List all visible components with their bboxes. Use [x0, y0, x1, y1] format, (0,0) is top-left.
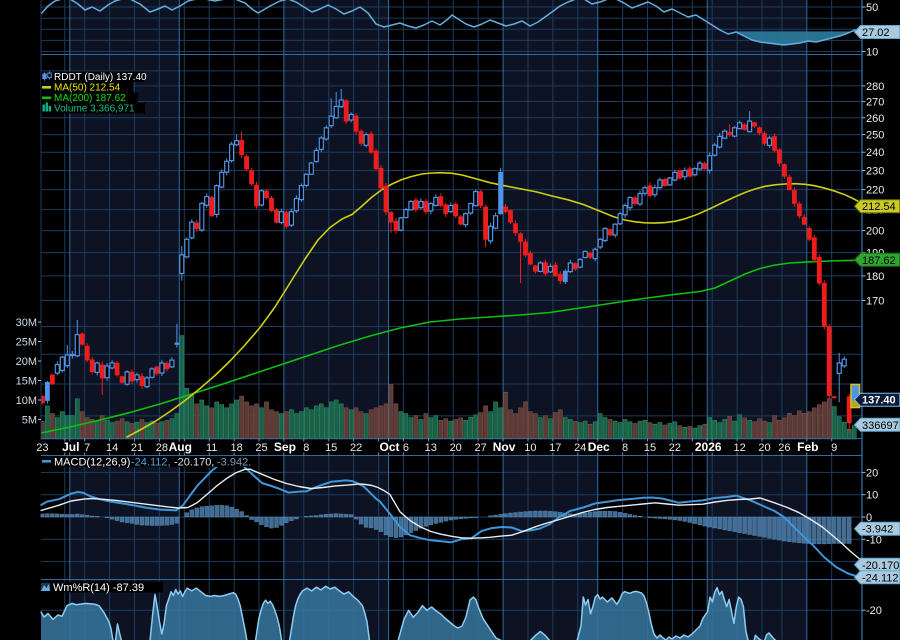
svg-text:25: 25	[255, 442, 267, 454]
svg-text:27: 27	[474, 442, 486, 454]
svg-text:22: 22	[669, 442, 681, 454]
svg-text:2026: 2026	[695, 440, 722, 454]
svg-text:-20: -20	[866, 605, 882, 617]
svg-text:220: 220	[866, 185, 884, 197]
svg-text:30M: 30M	[16, 317, 37, 329]
svg-text:-20.170: -20.170	[862, 560, 899, 572]
svg-text:10: 10	[524, 442, 536, 454]
svg-text:6: 6	[403, 442, 409, 454]
svg-text:27.02: 27.02	[862, 27, 890, 39]
svg-text:250: 250	[866, 130, 884, 142]
svg-text:Volume 3,366,971: Volume 3,366,971	[54, 103, 135, 114]
svg-text:187.62: 187.62	[862, 255, 896, 267]
svg-text:11: 11	[206, 442, 217, 454]
svg-text:MA(50) 212.54: MA(50) 212.54	[54, 83, 121, 94]
svg-text:21: 21	[131, 442, 143, 454]
svg-text:7: 7	[84, 442, 90, 454]
svg-text:170: 170	[866, 296, 884, 308]
svg-text:-3.942.: -3.942.	[217, 457, 251, 469]
svg-text:14: 14	[106, 442, 118, 454]
svg-text:50: 50	[866, 2, 878, 14]
svg-text:336697: 336697	[862, 420, 899, 432]
svg-text:270: 270	[866, 97, 884, 109]
svg-text:Jul: Jul	[62, 440, 79, 454]
svg-text:8: 8	[622, 442, 628, 454]
svg-text:Wm%R(14) -87.39: Wm%R(14) -87.39	[53, 582, 144, 594]
svg-text:24: 24	[574, 442, 586, 454]
svg-text:15: 15	[644, 442, 656, 454]
svg-text:260: 260	[866, 113, 884, 125]
svg-text:MACD(12,26,9): MACD(12,26,9)	[54, 457, 130, 469]
svg-text:280: 280	[866, 81, 884, 93]
svg-text:-10: -10	[866, 534, 882, 546]
svg-text:230: 230	[866, 166, 884, 178]
svg-text:Nov: Nov	[493, 440, 516, 454]
svg-text:-20.170,: -20.170,	[174, 457, 214, 469]
svg-text:15: 15	[325, 442, 337, 454]
svg-text:200: 200	[866, 226, 884, 238]
svg-text:20: 20	[450, 442, 462, 454]
svg-text:Oct: Oct	[379, 440, 399, 454]
svg-text:20M: 20M	[16, 356, 37, 368]
svg-text:15M: 15M	[16, 376, 37, 388]
svg-text:20: 20	[866, 467, 878, 479]
svg-text:17: 17	[549, 442, 561, 454]
svg-text:Feb: Feb	[797, 440, 818, 454]
svg-text:10M: 10M	[16, 395, 37, 407]
svg-text:8: 8	[303, 442, 309, 454]
svg-text:22: 22	[350, 442, 362, 454]
svg-text:5M: 5M	[22, 415, 37, 427]
svg-text:23: 23	[36, 442, 48, 454]
svg-text:26: 26	[778, 442, 790, 454]
svg-text:-3.942: -3.942	[862, 524, 893, 536]
svg-text:12: 12	[733, 442, 745, 454]
svg-text:-24.112: -24.112	[862, 572, 899, 584]
svg-text:18: 18	[230, 442, 242, 454]
svg-text:9: 9	[831, 442, 837, 454]
svg-text:240: 240	[866, 147, 884, 159]
svg-text:137.40: 137.40	[862, 395, 896, 407]
svg-text:25M: 25M	[16, 337, 37, 349]
svg-text:RDDT (Daily) 137.40: RDDT (Daily) 137.40	[54, 72, 147, 83]
svg-text:13: 13	[425, 442, 437, 454]
svg-text:28: 28	[156, 442, 168, 454]
svg-text:-24.112,: -24.112,	[131, 457, 171, 469]
svg-text:MA(200) 187.62: MA(200) 187.62	[54, 93, 126, 104]
svg-text:212.54: 212.54	[862, 201, 896, 213]
svg-text:180: 180	[866, 271, 884, 283]
svg-text:Dec: Dec	[588, 440, 610, 454]
svg-text:20: 20	[758, 442, 770, 454]
svg-text:Sep: Sep	[274, 440, 296, 454]
svg-text:0: 0	[866, 512, 872, 524]
svg-text:10: 10	[866, 490, 878, 502]
svg-text:Aug: Aug	[169, 440, 192, 454]
svg-text:10: 10	[866, 47, 878, 59]
